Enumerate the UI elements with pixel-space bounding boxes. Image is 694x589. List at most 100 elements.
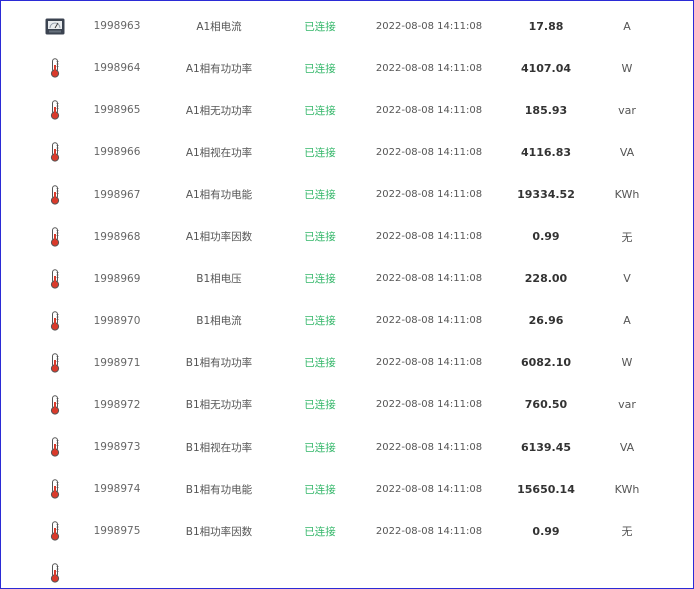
point-value: 4107.04 [520, 61, 572, 75]
status-text: 已连接 [304, 231, 336, 244]
update-time: 2022-08-08 14:11:08 [375, 315, 483, 327]
point-value: 17.88 [528, 19, 564, 33]
table-row[interactable]: 1998969 B1相电压 已连接 2022-08-08 14:11:08 228.00… [1, 258, 693, 300]
point-unit: V [623, 272, 631, 286]
point-unit: A [623, 19, 631, 33]
point-name: A1相视在功率 [185, 146, 253, 159]
point-value: 6082.10 [520, 356, 572, 370]
point-id: 1998965 [93, 104, 141, 117]
point-name: B1相电流 [196, 315, 242, 328]
table-row[interactable]: 1998975 B1相功率因数 已连接 2022-08-08 14:11:08 0.99… [1, 510, 693, 552]
thermometer-icon [31, 216, 79, 258]
thermometer-icon [31, 300, 79, 342]
status-text [290, 552, 350, 588]
update-time: 2022-08-08 14:11:08 [375, 441, 483, 453]
point-name: A1相功率因数 [185, 231, 253, 244]
update-time: 2022-08-08 14:11:08 [375, 231, 483, 243]
point-value: 19334.52 [517, 188, 575, 202]
table-row[interactable]: 1998974 B1相有功电能 已连接 2022-08-08 14:11:08 1565… [1, 468, 693, 510]
point-name: A1相有功功率 [185, 62, 253, 75]
status-text: 已连接 [304, 62, 336, 75]
meter-icon [31, 5, 79, 47]
table-row[interactable]: 1998963 A1相电流 已连接 2022-08-08 14:11:08 17.88 A [1, 5, 693, 47]
status-text: 已连接 [304, 104, 336, 117]
point-unit: VA [619, 440, 635, 454]
table-row[interactable]: 1998965 A1相无功功率 已连接 2022-08-08 14:11:08 185.… [1, 89, 693, 131]
update-time: 2022-08-08 14:11:08 [375, 104, 483, 116]
point-name: A1相无功功率 [185, 104, 253, 117]
point-id [87, 552, 147, 588]
point-id: 1998968 [93, 230, 141, 243]
table-row[interactable] [1, 552, 693, 588]
point-unit: W [621, 356, 633, 370]
point-value: 26.96 [528, 314, 564, 328]
table-row[interactable]: 1998964 A1相有功功率 已连接 2022-08-08 14:11:08 4107… [1, 47, 693, 89]
point-value [506, 552, 586, 588]
point-name: B1相视在功率 [185, 441, 253, 454]
point-name: B1相功率因数 [185, 525, 253, 538]
point-id: 1998972 [93, 398, 141, 411]
thermometer-icon [31, 258, 79, 300]
update-time: 2022-08-08 14:11:08 [375, 273, 483, 285]
point-value: 0.99 [532, 524, 560, 538]
thermometer-icon [31, 426, 79, 468]
point-id: 1998970 [93, 314, 141, 327]
table-row[interactable]: 1998967 A1相有功电能 已连接 2022-08-08 14:11:08 1933… [1, 173, 693, 215]
status-text: 已连接 [304, 189, 336, 202]
point-name: B1相有功电能 [185, 483, 253, 496]
point-value: 228.00 [524, 272, 568, 286]
point-name: B1相有功功率 [185, 357, 253, 370]
table-row[interactable]: 1998973 B1相视在功率 已连接 2022-08-08 14:11:08 6139… [1, 426, 693, 468]
thermometer-icon [31, 384, 79, 426]
thermometer-icon [31, 510, 79, 552]
status-text: 已连接 [304, 20, 336, 33]
update-time: 2022-08-08 14:11:08 [375, 357, 483, 369]
status-text: 已连接 [304, 441, 336, 454]
table-row[interactable]: 1998970 B1相电流 已连接 2022-08-08 14:11:08 26.96 A [1, 300, 693, 342]
point-id: 1998973 [93, 441, 141, 454]
table-row[interactable]: 1998966 A1相视在功率 已连接 2022-08-08 14:11:08 4116… [1, 131, 693, 173]
point-value: 15650.14 [517, 482, 575, 496]
point-unit: KWh [614, 188, 640, 202]
point-unit: 无 [621, 230, 633, 244]
table-row[interactable]: 1998968 A1相功率因数 已连接 2022-08-08 14:11:08 0.99… [1, 216, 693, 258]
update-time: 2022-08-08 14:11:08 [375, 20, 483, 32]
point-name [167, 552, 271, 588]
thermometer-icon [31, 342, 79, 384]
thermometer-icon [31, 89, 79, 131]
point-name: A1相有功电能 [185, 189, 253, 202]
update-time: 2022-08-08 14:11:08 [375, 189, 483, 201]
point-value: 185.93 [524, 103, 568, 117]
point-name: B1相无功功率 [185, 399, 253, 412]
status-text: 已连接 [304, 146, 336, 159]
point-id: 1998975 [93, 525, 141, 538]
status-text: 已连接 [304, 399, 336, 412]
point-id: 1998963 [93, 20, 141, 33]
table-row[interactable]: 1998971 B1相有功功率 已连接 2022-08-08 14:11:08 6082… [1, 342, 693, 384]
point-unit: KWh [614, 482, 640, 496]
point-unit [599, 552, 655, 588]
point-value: 6139.45 [520, 440, 572, 454]
thermometer-icon [31, 468, 79, 510]
point-id: 1998974 [93, 483, 141, 496]
table-row[interactable]: 1998972 B1相无功功率 已连接 2022-08-08 14:11:08 760.… [1, 384, 693, 426]
point-name: B1相电压 [196, 273, 242, 286]
point-value: 0.99 [532, 230, 560, 244]
update-time: 2022-08-08 14:11:08 [375, 146, 483, 158]
point-unit: var [618, 103, 636, 117]
status-text: 已连接 [304, 273, 336, 286]
update-time [367, 552, 491, 588]
point-name: A1相电流 [196, 20, 242, 33]
point-value: 4116.83 [520, 145, 572, 159]
point-unit: var [618, 398, 636, 412]
thermometer-icon [31, 131, 79, 173]
thermometer-icon [31, 173, 79, 215]
point-unit: W [621, 61, 633, 75]
point-id: 1998969 [93, 272, 141, 285]
update-time: 2022-08-08 14:11:08 [375, 525, 483, 537]
update-time: 2022-08-08 14:11:08 [375, 399, 483, 411]
status-text: 已连接 [304, 525, 336, 538]
thermometer-icon [31, 47, 79, 89]
